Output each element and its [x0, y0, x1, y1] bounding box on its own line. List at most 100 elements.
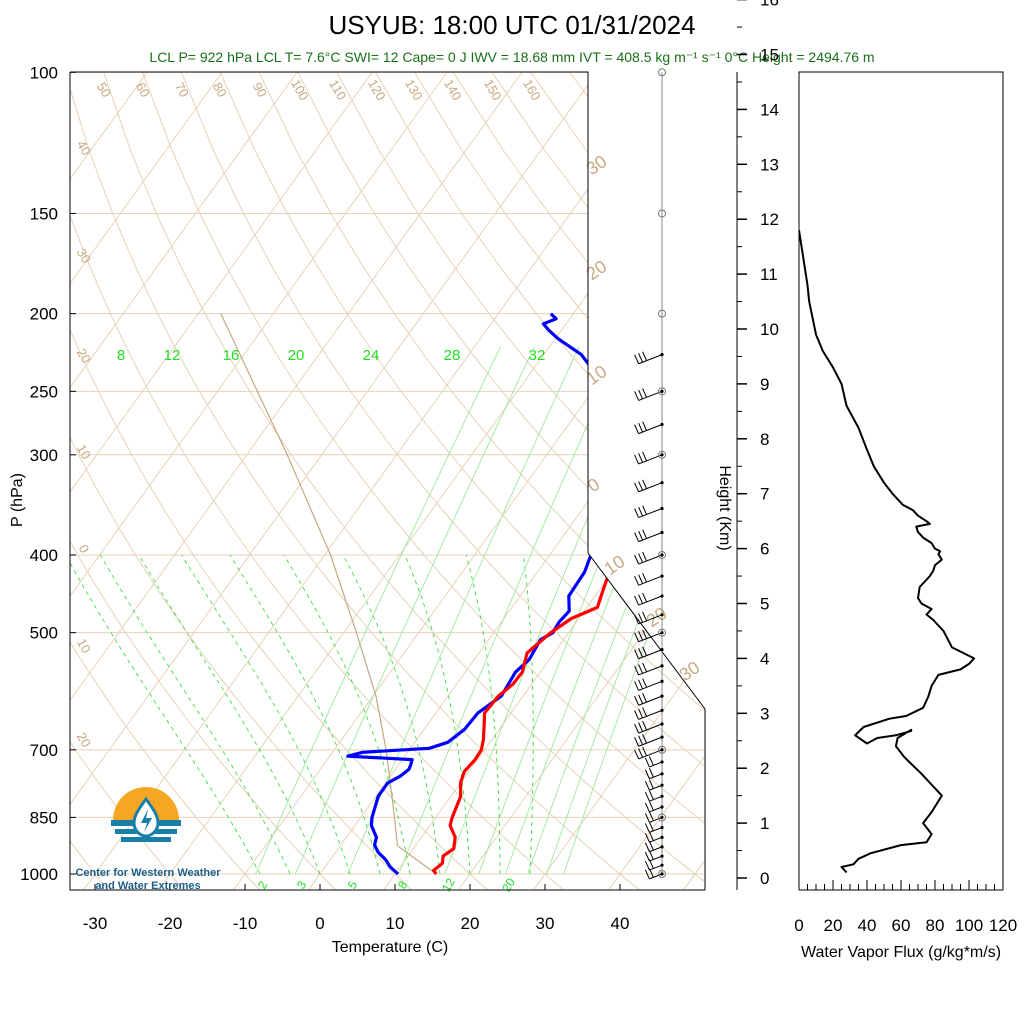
y-tick-label: 400: [30, 546, 58, 565]
mixing-ratio-line: [398, 346, 623, 875]
wind-barb-feather: [644, 833, 650, 843]
height-tick-label: 13: [760, 155, 779, 174]
wind-barb: [634, 529, 664, 543]
wind-barb: [634, 388, 664, 401]
wind-barb-feather: [638, 389, 644, 400]
wind-barb-dot: [660, 863, 664, 867]
wind-barb-feather: [638, 679, 644, 690]
wind-barbs: [634, 68, 666, 880]
wind-barb-shaft: [649, 806, 663, 813]
mixing-ratio-line: [504, 346, 705, 875]
wind-barb-feather: [642, 662, 648, 673]
wind-barb-feather: [644, 769, 650, 779]
wind-barb-feather: [638, 694, 644, 704]
wind-barb-feather: [634, 749, 640, 760]
dry-adiabat-line: [647, 72, 705, 890]
wind-barb: [634, 611, 664, 625]
wind-barb-feather: [648, 841, 654, 851]
wind-barb-shaft: [649, 827, 663, 833]
wind-barb-feather: [644, 792, 650, 802]
isotherm-edge-label: 40: [74, 138, 94, 158]
wind-barb: [634, 592, 664, 606]
moist-adiabat-line: [70, 554, 261, 875]
wind-barb-shaft: [638, 482, 663, 493]
wind-barb-feather: [638, 481, 644, 491]
height-tick-label: 7: [760, 485, 769, 504]
mixing-ratio-label-top: 28: [444, 347, 461, 364]
wind-barb-dot: [660, 664, 664, 668]
wind-barb-feather: [642, 421, 648, 431]
isotherm-edge-label: 20: [74, 730, 94, 750]
wind-barb-feather: [642, 551, 648, 562]
wind-barb-feather: [634, 354, 640, 364]
dry-adiabat-line: [608, 72, 705, 890]
wind-barb-feather: [648, 831, 654, 841]
wind-barb-feather: [642, 388, 648, 398]
mixing-ratio-label-top: 20: [288, 347, 305, 364]
moist-adiabat-line: [181, 554, 351, 875]
wind-barb-feather: [644, 813, 650, 823]
skew-t-grid: [70, 72, 705, 890]
wind-barb-shaft: [649, 873, 663, 880]
wind-barb-dot: [660, 481, 664, 485]
isotherm-edge-label: 0: [584, 474, 604, 496]
dry-adiabat-label: 140: [441, 77, 465, 103]
parcel-path-line: [220, 313, 437, 875]
wind-barb-dot: [660, 353, 664, 357]
y-tick-label: 850: [30, 808, 58, 827]
dry-adiabat-line: [70, 72, 413, 890]
mandatory-level-circle: [658, 68, 666, 77]
logo-text-line1: Center for Western Weather: [75, 867, 221, 879]
y-tick-label: 700: [30, 741, 58, 760]
wind-barb: [634, 678, 664, 691]
wind-barb-feather: [634, 737, 640, 747]
wind-barb-feather: [638, 722, 644, 732]
wind-barb-dot: [660, 805, 664, 809]
wind-barb-feather: [642, 451, 648, 462]
isotherm-line: [382, 72, 705, 890]
dry-adiabat-line: [142, 72, 705, 890]
wind-barb: [634, 734, 664, 747]
dry-adiabat-label: 110: [326, 77, 349, 102]
isotherm-line: [70, 72, 386, 890]
height-tick-label: 12: [760, 210, 779, 229]
wind-barb: [644, 821, 664, 833]
wind-barb-feather: [642, 592, 648, 603]
wind-barb-dot: [660, 631, 664, 635]
wind-barb-shaft: [649, 846, 663, 853]
mandatory-level-circle: [658, 813, 666, 822]
mixing-ratio-label-bottom: 20: [499, 875, 518, 894]
dry-adiabat-line: [70, 72, 337, 890]
wind-barb-dot: [660, 574, 664, 578]
wind-barb-shaft: [638, 680, 663, 691]
wind-barb-feather: [648, 779, 654, 789]
dry-adiabat-line: [70, 72, 261, 890]
x-tick-label: -10: [233, 914, 258, 933]
height-tick-label: 2: [760, 759, 769, 778]
dry-adiabat-line: [180, 72, 705, 890]
dry-adiabat-line: [530, 72, 705, 890]
wind-barb: [634, 746, 664, 760]
isotherm-line: [70, 72, 536, 890]
isotherm-edge-label: 0: [76, 542, 93, 556]
wind-barb-dot: [660, 772, 664, 776]
wind-barb-dot: [660, 783, 664, 787]
mandatory-level-circle: [658, 745, 666, 754]
mixing-ratio-line: [255, 346, 501, 875]
wind-barb-feather: [634, 532, 640, 542]
wind-barb-dot: [660, 815, 664, 820]
wind-barb-feather: [634, 424, 640, 434]
height-tick-label: 5: [760, 595, 769, 614]
height-tick-label: 3: [760, 704, 769, 723]
isotherm-line: [607, 72, 705, 890]
isotherm-edge-label: 30: [676, 657, 704, 685]
wind-barb-feather: [638, 453, 644, 463]
isotherm-line: [70, 72, 236, 890]
moist-adiabat-line: [229, 554, 381, 875]
dry-adiabat-line: [70, 72, 642, 890]
wind-barb-dot: [660, 735, 664, 739]
wind-barb-dot: [660, 694, 664, 698]
wind-barb-feather: [638, 664, 644, 674]
wind-barb-feather: [642, 678, 648, 688]
